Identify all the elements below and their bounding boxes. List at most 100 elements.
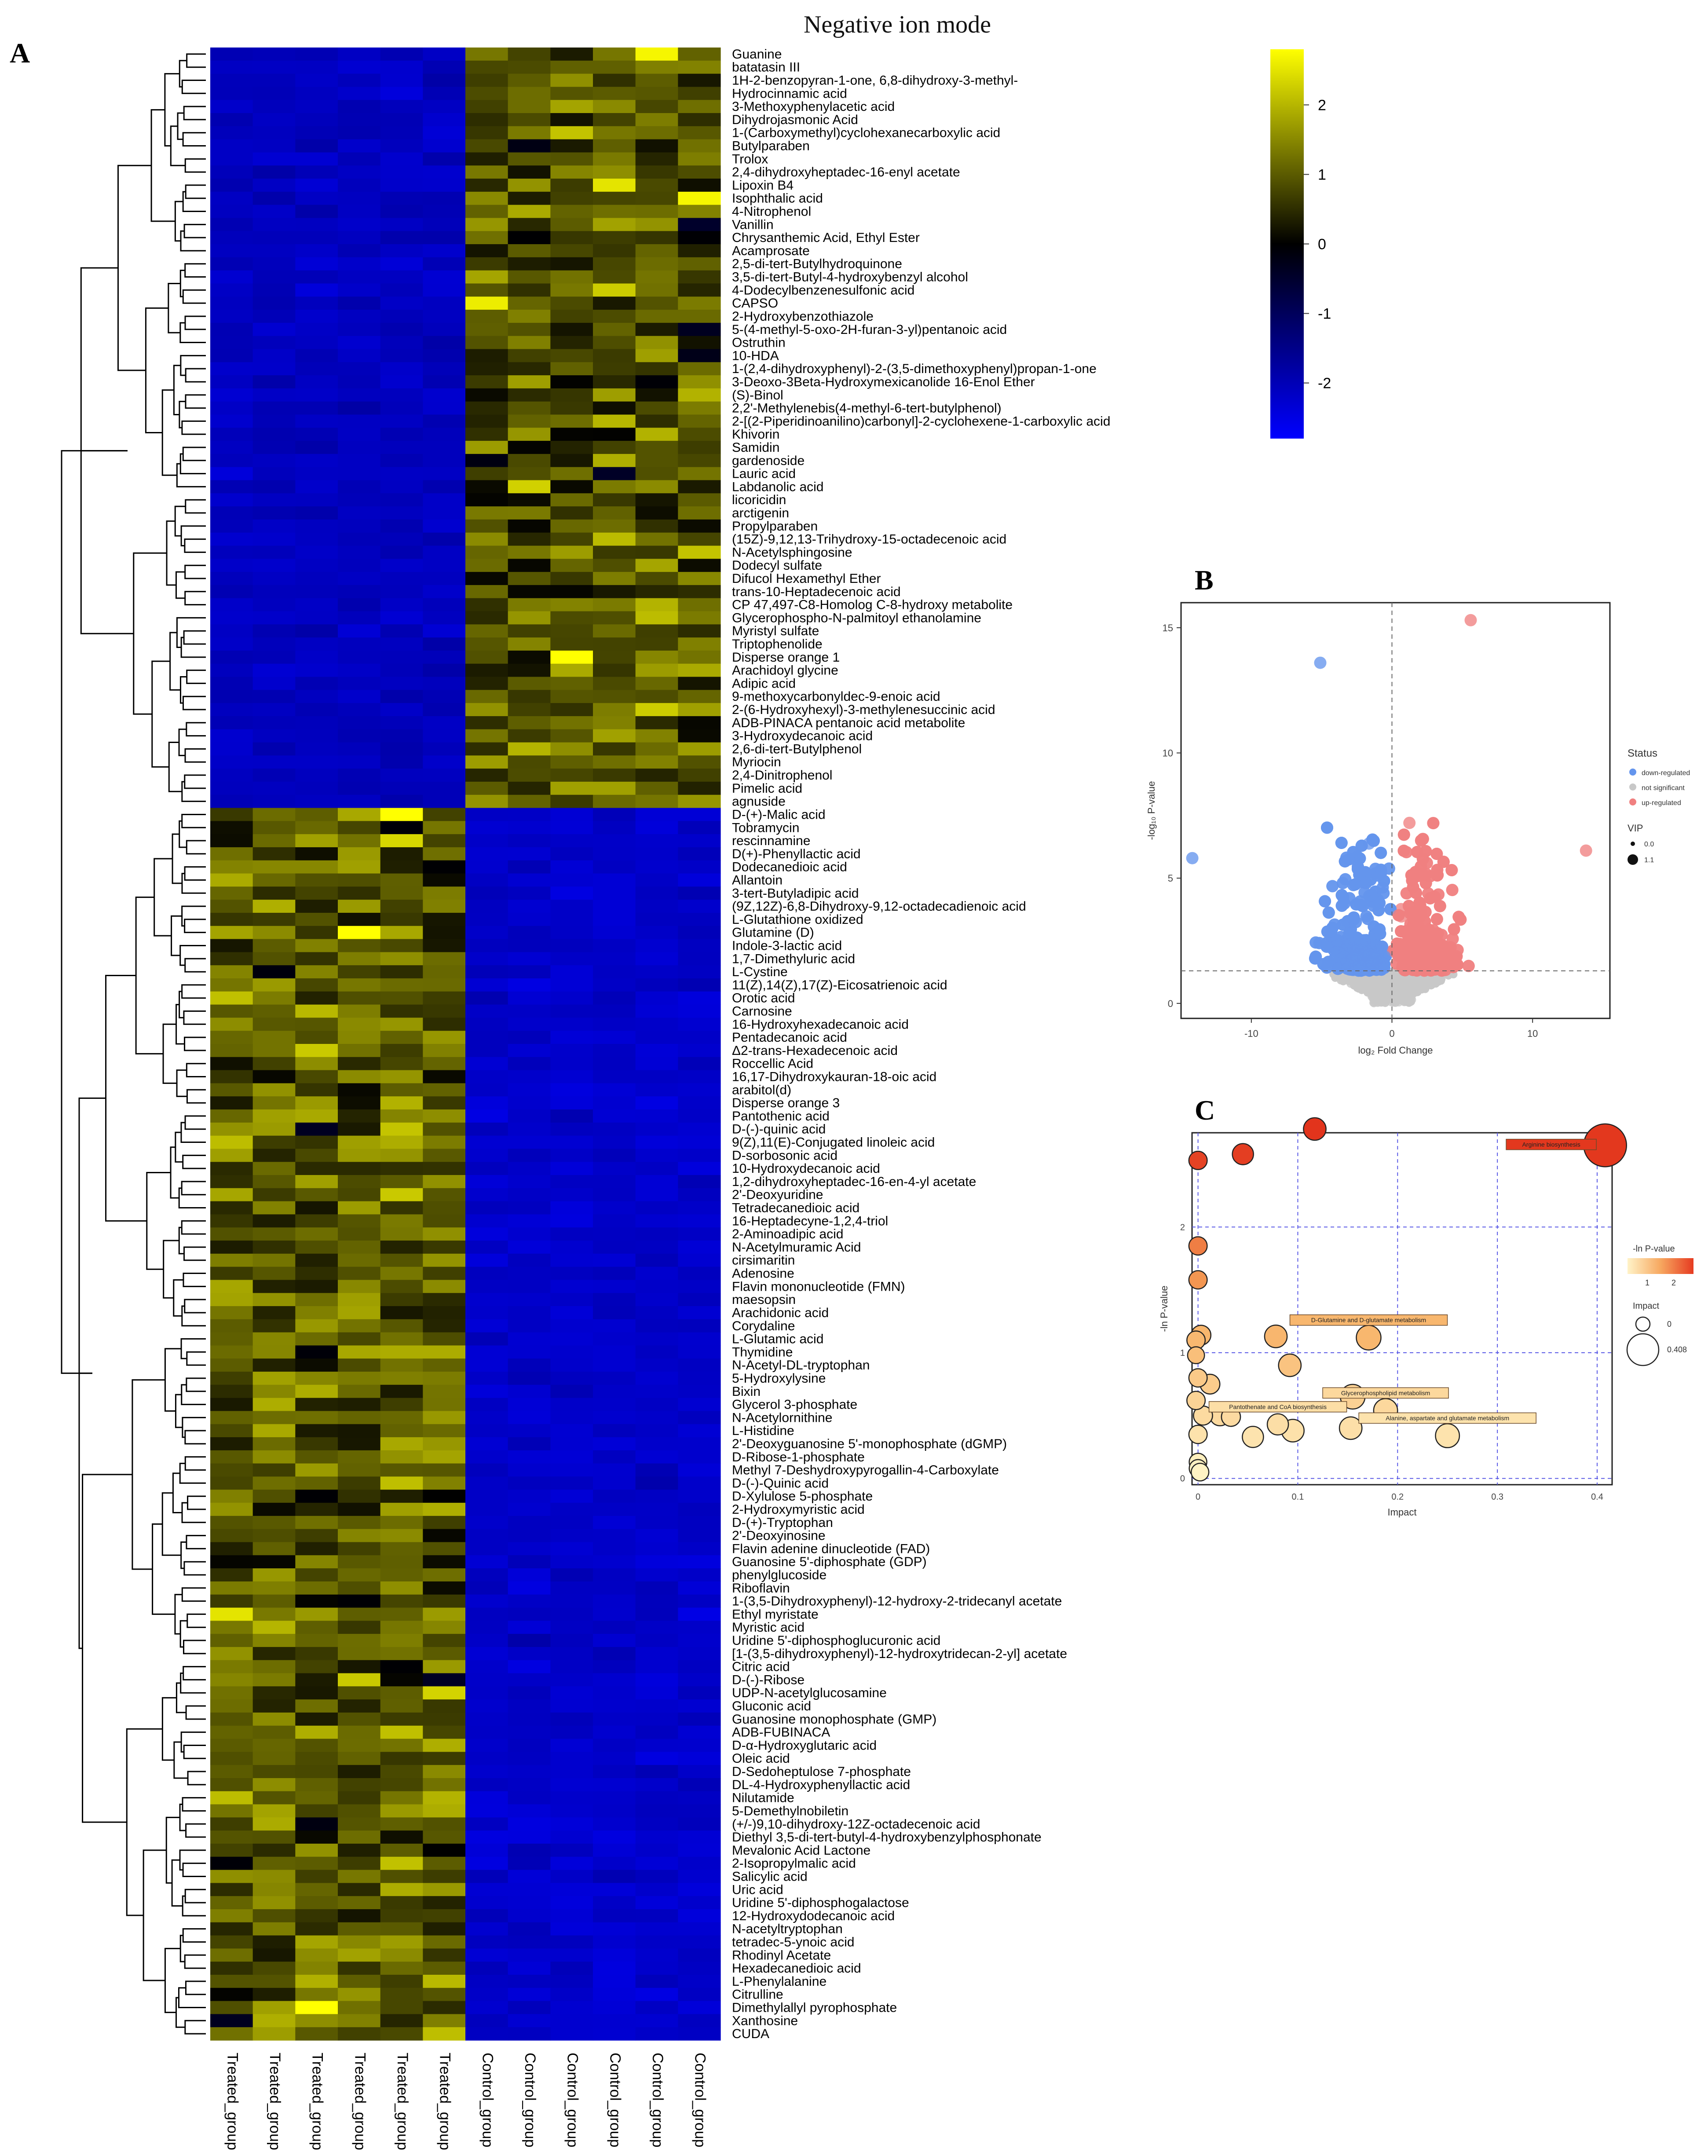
heatmap-cell — [508, 860, 551, 874]
heatmap-cell — [423, 1856, 466, 1870]
heatmap-cell — [380, 585, 423, 599]
heatmap-cell — [678, 388, 721, 402]
heatmap-cell — [593, 559, 636, 572]
heatmap-cell — [593, 742, 636, 756]
heatmap-cell — [380, 1490, 423, 1503]
heatmap-cell — [252, 1778, 296, 1792]
heatmap-cell — [550, 270, 593, 284]
heatmap-cell — [252, 1725, 296, 1739]
heatmap-cell — [338, 1621, 381, 1634]
dendrogram-branch — [183, 1246, 206, 1261]
heatmap-cell — [550, 703, 593, 717]
heatmap-cell — [252, 1686, 296, 1700]
heatmap-row-label: Dodecanedioic acid — [732, 860, 847, 875]
heatmap-cell — [252, 1372, 296, 1385]
heatmap-cell — [210, 113, 253, 127]
heatmap-cell — [508, 585, 551, 599]
heatmap-cell — [423, 1476, 466, 1490]
heatmap-cell — [210, 322, 253, 337]
heatmap-cell — [423, 1319, 466, 1333]
heatmap-cell — [423, 624, 466, 638]
heatmap-row-label: 3,5-di-tert-Butyl-4-hydroxybenzyl alcoho… — [732, 270, 968, 285]
heatmap-cell — [678, 1765, 721, 1779]
heatmap-cell — [593, 362, 636, 376]
heatmap-cell — [338, 1515, 381, 1530]
dendrogram-branch — [184, 591, 206, 606]
heatmap-row-label: Flavin adenine dinucleotide (FAD) — [732, 1541, 930, 1556]
heatmap-cell — [635, 1070, 678, 1084]
heatmap-cell — [423, 1830, 466, 1844]
heatmap-cell — [295, 1686, 338, 1700]
heatmap-cell — [423, 1372, 466, 1385]
heatmap-cell — [465, 1621, 508, 1634]
dendrogram-branch — [162, 1023, 177, 1084]
heatmap-cell — [210, 900, 253, 913]
heatmap-cell — [593, 1765, 636, 1779]
heatmap-cell — [550, 1948, 593, 1962]
heatmap-cell — [295, 1791, 338, 1805]
heatmap-cell — [252, 414, 296, 428]
heatmap-cell — [593, 152, 636, 166]
heatmap-cell — [338, 1175, 381, 1189]
heatmap-cell — [508, 1175, 551, 1189]
heatmap-cell — [423, 441, 466, 454]
heatmap-cell — [210, 1411, 253, 1424]
heatmap-row-label: L-Histidine — [732, 1424, 794, 1438]
heatmap-cell — [252, 1411, 296, 1424]
heatmap-cell — [252, 1752, 296, 1765]
heatmap-cell — [465, 1935, 508, 1949]
heatmap-cell — [295, 860, 338, 874]
heatmap-cell — [550, 1817, 593, 1831]
heatmap-cell — [210, 2014, 253, 2028]
dendrogram-branch — [176, 463, 206, 487]
heatmap-cell — [508, 73, 551, 88]
heatmap-cell — [338, 585, 381, 599]
heatmap-cell — [635, 663, 678, 677]
heatmap-cell — [295, 362, 338, 376]
heatmap-cell — [593, 467, 636, 481]
heatmap-cell — [380, 716, 423, 730]
heatmap-row-label: Salicylic acid — [732, 1870, 808, 1884]
heatmap-cell — [508, 1358, 551, 1372]
heatmap-cell — [465, 912, 508, 926]
heatmap-cell — [252, 1319, 296, 1333]
heatmap-cell — [295, 1804, 338, 1818]
heatmap-cell — [678, 834, 721, 848]
heatmap-cell — [635, 60, 678, 74]
heatmap-cell — [295, 624, 338, 638]
heatmap-cell — [252, 1070, 296, 1084]
heatmap-row-label: Oleic acid — [732, 1751, 790, 1766]
heatmap-cell — [210, 532, 253, 546]
heatmap-cell — [465, 1752, 508, 1765]
heatmap-cell — [550, 1503, 593, 1516]
heatmap-cell — [252, 1621, 296, 1634]
heatmap-cell — [295, 401, 338, 415]
heatmap-cell — [465, 1594, 508, 1608]
heatmap-cell — [550, 847, 593, 861]
heatmap-cell — [252, 60, 296, 74]
heatmap-cell — [465, 900, 508, 913]
dendrogram-branch — [187, 1613, 206, 1628]
heatmap-cell — [550, 1149, 593, 1162]
heatmap-cell — [423, 1883, 466, 1896]
heatmap-cell — [678, 113, 721, 127]
heatmap-row-label: Lipoxin B4 — [732, 178, 794, 193]
heatmap-cell — [550, 1581, 593, 1595]
heatmap-cell — [338, 152, 381, 166]
heatmap-cell — [635, 1909, 678, 1923]
heatmap-row-label: 3-Hydroxydecanoic acid — [732, 729, 873, 743]
heatmap-cell — [295, 73, 338, 88]
heatmap-cell — [210, 873, 253, 887]
heatmap-cell — [678, 1503, 721, 1516]
heatmap-cell — [593, 690, 636, 703]
heatmap-cell — [635, 1699, 678, 1713]
heatmap-cell — [678, 1083, 721, 1097]
heatmap-cell — [423, 1804, 466, 1818]
heatmap-cell — [252, 1883, 296, 1896]
heatmap-cell — [508, 821, 551, 835]
heatmap-cell — [465, 1948, 508, 1962]
dendrogram-branch — [185, 184, 206, 199]
heatmap-cell — [635, 650, 678, 664]
heatmap-cell — [635, 322, 678, 337]
heatmap-cell — [508, 113, 551, 127]
